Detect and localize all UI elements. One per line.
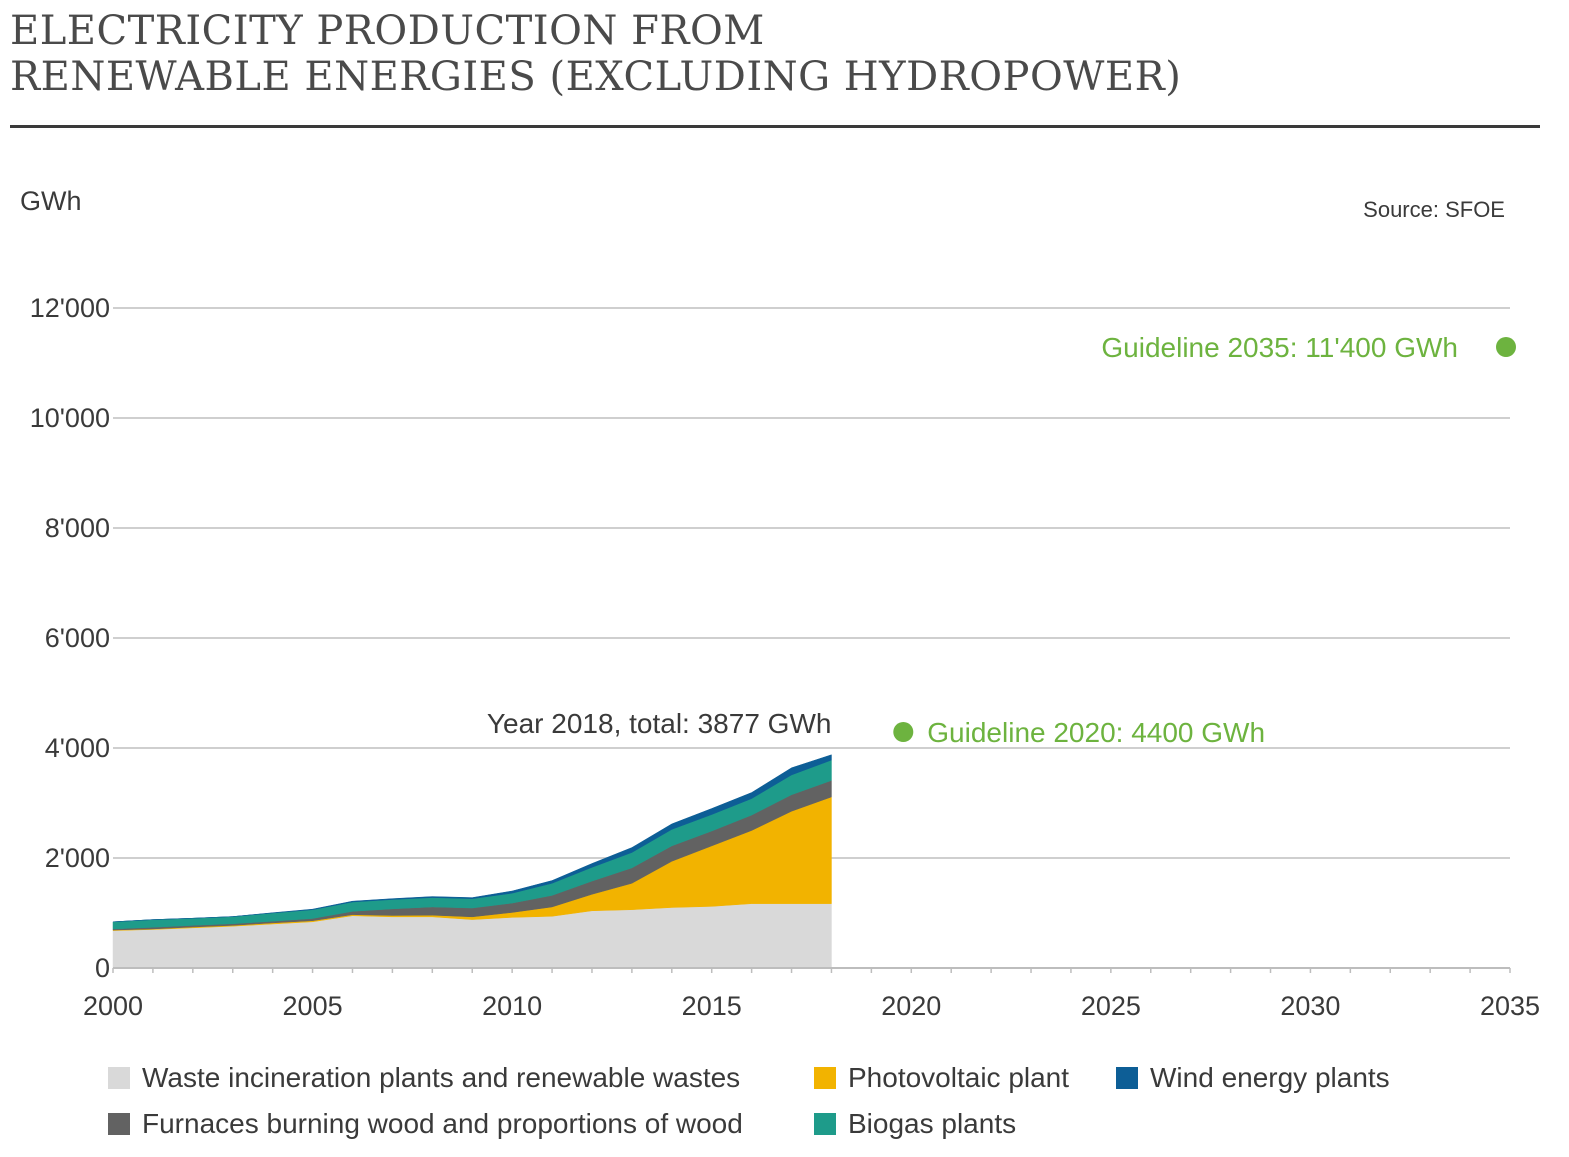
y-axis-unit-label: GWh [20, 186, 82, 216]
x-tick-label: 2025 [1081, 991, 1141, 1021]
legend-swatch-waste [108, 1067, 130, 1089]
legend-swatch-wind [1116, 1067, 1138, 1089]
x-tick-label: 2005 [283, 991, 343, 1021]
total-annotation: Year 2018, total: 3877 GWh [487, 708, 832, 739]
stacked-areas [112, 754, 832, 969]
chart-title-line-1: ELECTRICITY PRODUCTION FROM [10, 8, 765, 54]
y-tick-label: 12'000 [30, 293, 110, 323]
legend-label-biogas: Biogas plants [848, 1108, 1017, 1139]
chart-title-line-2: RENEWABLE ENERGIES (EXCLUDING HYDROPOWER… [10, 54, 1182, 100]
guideline-2020-label: Guideline 2020: 4400 GWh [927, 717, 1265, 748]
y-tick-label: 0 [95, 953, 110, 983]
y-tick-label: 10'000 [30, 403, 110, 433]
legend-label-wood: Furnaces burning wood and proportions of… [142, 1108, 743, 1139]
legend-label-waste: Waste incineration plants and renewable … [142, 1062, 741, 1093]
legend-swatch-photovoltaic [814, 1067, 836, 1089]
legend-item-biogas: Biogas plants [814, 1108, 1016, 1140]
y-tick-label: 4'000 [45, 733, 110, 763]
y-tick-label: 2'000 [45, 843, 110, 873]
x-tick-label: 2015 [682, 991, 742, 1021]
guideline-2035-label: Guideline 2035: 11'400 GWh [1101, 332, 1458, 363]
x-tick-label: 2030 [1280, 991, 1340, 1021]
axes: 0 2'000 4'000 6'000 8'000 10'000 12'000 2000 200… [30, 293, 1540, 1021]
title-divider [10, 125, 1540, 128]
legend-item-photovoltaic: Photovoltaic plant [814, 1062, 1069, 1094]
x-tick-label: 2035 [1480, 991, 1540, 1021]
y-tick-label: 6'000 [45, 623, 110, 653]
legend-swatch-biogas [814, 1113, 836, 1135]
y-tick-label: 8'000 [45, 513, 110, 543]
legend-label-photovoltaic: Photovoltaic plant [848, 1062, 1070, 1093]
legend-label-wind: Wind energy plants [1150, 1062, 1390, 1093]
x-tick-label: 2000 [83, 991, 143, 1021]
area-series-wind [112, 754, 832, 923]
x-tick-label: 2020 [881, 991, 941, 1021]
legend: Waste incineration plants and renewable … [108, 1062, 1548, 1157]
legend-swatch-wood [108, 1113, 130, 1135]
legend-item-wood: Furnaces burning wood and proportions of… [108, 1108, 743, 1140]
legend-item-waste: Waste incineration plants and renewable … [108, 1062, 740, 1094]
source-label: Source: SFOE [1363, 197, 1505, 222]
guideline-2035-marker [1496, 337, 1516, 357]
legend-item-wind: Wind energy plants [1116, 1062, 1390, 1094]
x-tick-label: 2010 [482, 991, 542, 1021]
chart-title: ELECTRICITY PRODUCTION FROM RENEWABLE EN… [10, 8, 1181, 100]
annotations: Year 2018, total: 3877 GWh Guideline 2020… [487, 332, 1516, 748]
guideline-2020-marker [893, 722, 914, 742]
